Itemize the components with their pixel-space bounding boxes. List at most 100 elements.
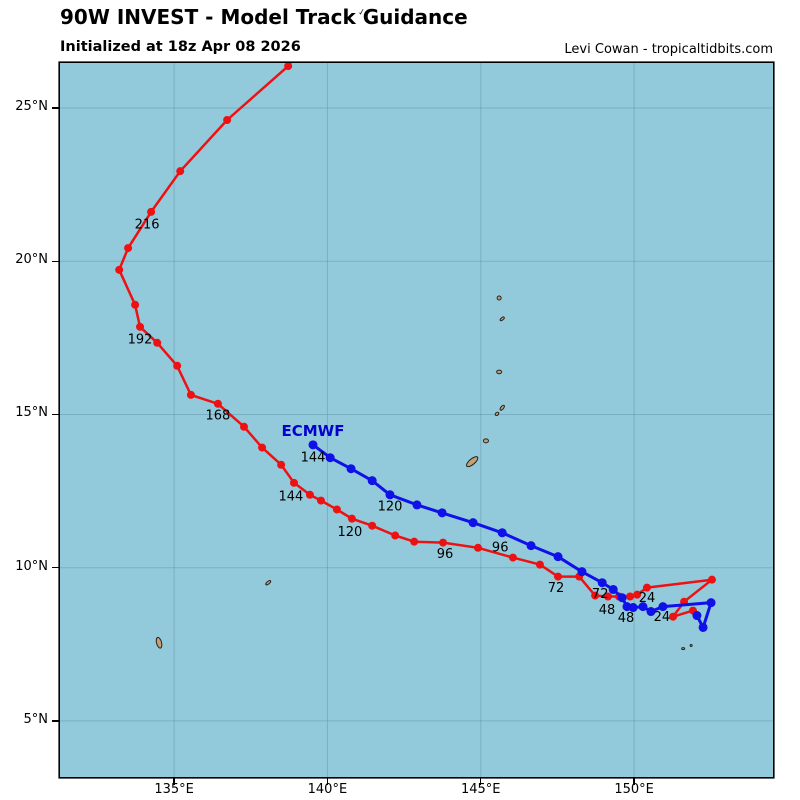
lat-tick [52,107,59,109]
red-model-hour-label: 72 [548,581,565,596]
red-model-hour-label: 96 [437,547,454,562]
red-model-track-point [473,543,482,552]
ecmwf-track-point [622,602,632,612]
red-model-track-point [305,490,314,499]
lat-tick-label: 25°N [15,99,48,115]
red-model-hour-label: 120 [337,525,362,540]
lon-tick-label: 145°E [460,782,501,797]
ecmwf-track-point [646,607,656,617]
ecmwf-hour-label: 96 [492,540,509,555]
island-saipan [499,404,505,411]
ecmwf-track-point [437,508,447,518]
red-model-track-point [124,244,133,253]
red-model-track-point [535,560,544,569]
ecmwf-track-point [497,528,507,538]
title-artifact: ✓ [357,7,367,19]
red-model-track-point [289,478,298,487]
track-map: 24 48 72 96 120 144 168 192 216 24 48 72 96 120 144 ECM… [60,63,773,777]
ecmwf-track-point [468,518,478,528]
ocean-background [60,63,773,777]
red-model-hour-label: 192 [128,332,153,347]
ecmwf-hour-label: 48 [618,611,635,626]
red-model-hour-label: 216 [135,217,160,232]
red-model-track-point [554,572,563,581]
red-model-track-point [439,538,448,547]
ecmwf-track-point [658,602,668,612]
red-model-track-point [508,553,517,562]
lon-tick [479,778,482,785]
ecmwf-track-point [698,622,708,632]
red-model-track-point [347,514,356,523]
ecmwf-track-point [553,552,563,562]
ecmwf-track-point [325,453,335,463]
red-model-track-point [115,265,124,274]
ecmwf-model-name-label: ECMWF [282,422,345,440]
lat-tick [52,413,59,416]
lat-tick-label: 10°N [15,558,48,574]
ecmwf-hour-label: 24 [654,610,671,625]
ecmwf-track-point [617,593,627,603]
red-model-track-point [131,300,140,309]
red-model-track-point [240,422,248,431]
ecmwf-track-point [346,464,356,474]
red-model-track-point [284,63,293,71]
red-model-hour-label: 48 [599,603,616,618]
ecmwf-track-point [692,611,702,621]
lat-tick [52,260,59,262]
red-model-track-point [136,322,145,331]
red-model-track-point [213,399,222,408]
lon-tick [173,778,175,785]
island-palau [155,636,163,649]
ecmwf-track-point [608,584,618,594]
island-tinian [494,411,500,417]
lat-tick-label: 15°N [15,405,48,421]
red-model-track-point [642,583,651,592]
red-model-track-point [707,575,716,584]
lon-tick-label: 150°E [614,782,654,797]
ecmwf-hour-label: 120 [378,499,403,514]
red-model-track-point [410,537,419,546]
ecmwf-track-point [638,602,648,612]
red-model-track-point [669,612,678,621]
credit-text: Levi Cowan - tropicaltidbits.com [564,42,773,57]
ecmwf-hour-label: 72 [592,587,609,602]
red-model-track-point [277,460,286,469]
island-pagan-s [496,369,503,375]
lon-tick-label: 140°E [307,782,348,797]
lon-tick [326,778,329,785]
island-sarigan [499,316,505,322]
red-model-track-point [316,496,325,505]
lon-tick [633,778,635,785]
red-model-track-point [604,592,613,601]
ecmwf-track-point [367,476,377,486]
lat-tick-label: 5°N [23,711,49,727]
red-model-track-point [258,443,267,452]
ecmwf-track-point [385,490,395,500]
ecmwf-track-point [308,440,318,450]
island-atoll-1 [681,647,686,651]
red-model-track-point [176,167,185,176]
island-yap [265,580,272,586]
red-model-track-point [173,361,182,370]
red-model-hour-label: 144 [278,489,303,504]
ecmwf-track-point [597,578,607,588]
init-time-subtitle: Initialized at 18z Apr 08 2026 [60,39,301,55]
red-model-track-point [591,591,600,600]
ecmwf-hour-label: 144 [301,450,326,465]
chart-title: 90W INVEST - Model Track Guidance [60,5,468,29]
red-model-track-point [223,115,232,124]
lat-tick [52,720,59,722]
red-model-track-point [186,390,195,399]
island-atoll-2 [689,644,693,648]
ecmwf-track-point [706,598,716,608]
island-anatahan [496,295,502,301]
red-model-track-point [626,592,635,601]
red-model-track-point [368,521,377,530]
island-guam [466,456,479,468]
ecmwf-track-point [412,500,422,510]
red-model-track-point [391,531,400,540]
lon-tick-label: 135°E [154,782,194,797]
ecmwf-track-point [577,567,587,577]
red-model-track-point [332,505,341,514]
